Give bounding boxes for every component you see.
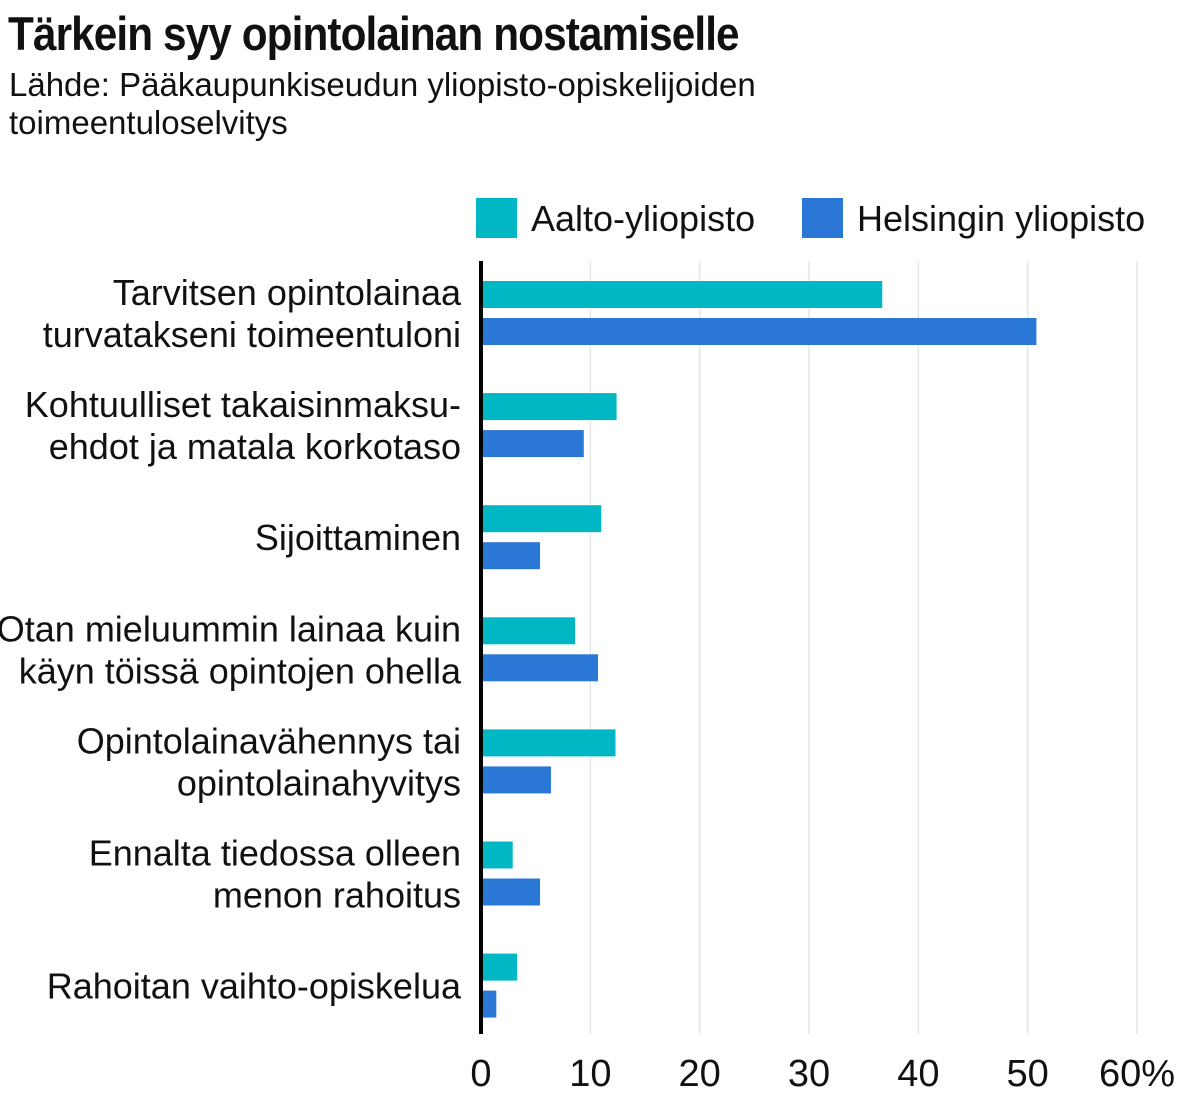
bar-aalto-2 [481, 505, 602, 533]
x-tick-label-30: 30 [788, 1053, 830, 1095]
category-label-5-1: menon rahoitus [213, 875, 461, 916]
x-tick-label-20: 20 [679, 1053, 721, 1095]
bar-aalto-5 [481, 841, 513, 869]
bar-helsinki-5 [481, 878, 541, 906]
category-label-1-0: Kohtuulliset takaisinmaksu- [25, 384, 461, 425]
x-tick-label-60: 60% [1099, 1053, 1175, 1095]
bar-aalto-1 [481, 393, 617, 421]
category-label-2-0: Sijoittaminen [255, 517, 461, 558]
x-tick-label-10: 10 [569, 1053, 611, 1095]
bar-helsinki-3 [481, 654, 598, 682]
legend-label-helsinki: Helsingin yliopisto [857, 198, 1145, 239]
category-label-3-0: Otan mieluummin lainaa kuin [0, 608, 461, 649]
category-label-4-0: Opintolainavähennys tai [77, 720, 461, 761]
legend-swatch-helsinki [802, 198, 843, 238]
axes: 0 10 20 30 40 50 60% Tarvitsen opintolainaaturv… [0, 261, 1175, 1095]
bars [481, 281, 1037, 1018]
x-tick-label-50: 50 [1007, 1053, 1049, 1095]
category-label-0-1: turvatakseni toimeentuloni [43, 314, 461, 355]
chart-subtitle: Lähde: Pääkaupunkiseudun yliopisto-opisk… [9, 66, 756, 141]
legend-label-aalto: Aalto-yliopisto [531, 198, 755, 239]
category-label-1-1: ehdot ja matala korkotaso [49, 426, 461, 467]
bar-helsinki-1 [481, 430, 584, 458]
bar-aalto-4 [481, 729, 616, 757]
category-label-0-0: Tarvitsen opintolainaa [113, 272, 462, 313]
legend-swatch-aalto [476, 198, 517, 238]
category-label-5-0: Ennalta tiedossa olleen [89, 833, 461, 874]
bar-helsinki-0 [481, 318, 1037, 345]
bar-aalto-0 [481, 281, 883, 308]
bar-helsinki-2 [481, 542, 541, 570]
bar-aalto-6 [481, 953, 518, 981]
category-label-3-1: käyn töissä opintojen ohella [19, 650, 462, 691]
bar-helsinki-4 [481, 766, 551, 794]
bar-helsinki-6 [481, 990, 497, 1018]
legend: Aalto-yliopisto Helsingin yliopisto [476, 198, 1145, 239]
grid-lines [589, 261, 1138, 1034]
chart-title: Tärkein syy opintolainan nostamiselle [8, 7, 740, 60]
x-tick-label-0: 0 [470, 1053, 491, 1095]
bar-aalto-3 [481, 617, 576, 645]
x-tick-label-40: 40 [897, 1053, 939, 1095]
category-label-4-1: opintolainahyvitys [177, 762, 461, 803]
category-label-6-0: Rahoitan vaihto-opiskelua [47, 966, 462, 1007]
